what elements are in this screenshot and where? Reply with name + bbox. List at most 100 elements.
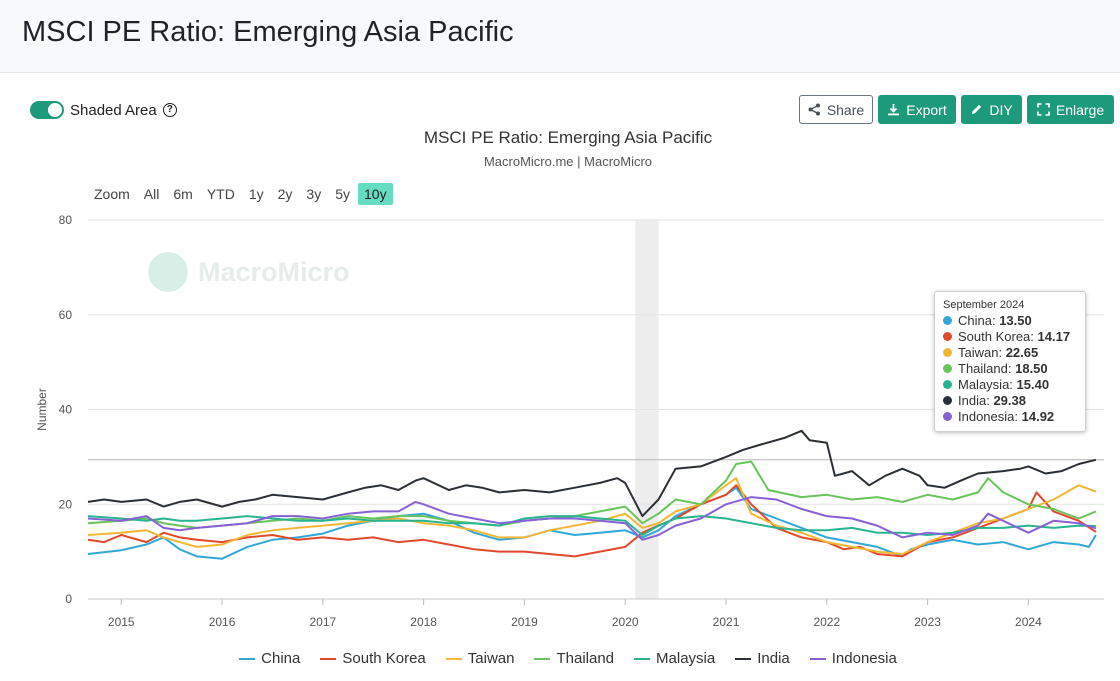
legend-label: Taiwan (467, 650, 515, 667)
y-tick-label: 40 (59, 403, 73, 417)
page-header: MSCI PE Ratio: Emerging Asia Pacific (0, 0, 1120, 73)
zoom-bar: Zoom All 6m YTD 1y 2y 3y 5y 10y (88, 183, 395, 205)
series-line-malaysia (87, 515, 1096, 536)
series-line-india (87, 429, 1097, 518)
tooltip-series-name: Malaysia (958, 377, 1010, 392)
tooltip-row: India: 29.38 (943, 393, 1077, 409)
legend-item-thailand[interactable]: Thailand (534, 650, 614, 667)
zoom-all[interactable]: All (143, 186, 160, 202)
legend-swatch-icon (809, 657, 826, 660)
x-tick-label: 2015 (108, 615, 135, 629)
tooltip-series-name: South Korea (958, 329, 1031, 344)
y-tick-label: 60 (59, 308, 73, 322)
tooltip-series-value: 29.38 (993, 393, 1026, 408)
watermark-logo-icon (148, 252, 188, 292)
x-tick-label: 2017 (309, 615, 336, 629)
series-dot-icon (943, 412, 952, 421)
chart-legend: China South Korea Taiwan Thailand Malays… (0, 650, 1120, 667)
export-button[interactable]: Export (878, 95, 956, 124)
legend-swatch-icon (534, 657, 551, 660)
legend-item-india[interactable]: India (735, 650, 790, 667)
tooltip-series-name: India (958, 393, 987, 408)
legend-swatch-icon (634, 657, 651, 660)
series-dot-icon (943, 364, 952, 373)
shaded-area-toggle[interactable] (30, 101, 64, 119)
legend-label: China (261, 650, 301, 667)
series-dot-icon (943, 332, 952, 341)
legend-item-malaysia[interactable]: Malaysia (634, 650, 715, 667)
legend-swatch-icon (735, 657, 752, 660)
tooltip-series-value: 15.40 (1016, 377, 1050, 392)
chart-title: MSCI PE Ratio: Emerging Asia Pacific (423, 128, 713, 147)
series-dot-icon (943, 396, 952, 405)
x-tick-label: 2024 (1015, 615, 1042, 629)
legend-swatch-icon (445, 657, 462, 660)
legend-swatch-icon (239, 657, 256, 660)
share-icon (808, 103, 820, 116)
zoom-ytd[interactable]: YTD (206, 186, 235, 202)
series-line-thailand (87, 460, 1097, 529)
tooltip-series-value: 14.92 (1021, 409, 1055, 424)
share-label: Share (826, 101, 865, 118)
tooltip-series-value: 18.50 (1015, 361, 1048, 376)
enlarge-button[interactable]: Enlarge (1027, 95, 1114, 124)
zoom-label: Zoom (94, 186, 130, 202)
series-line-china (87, 486, 1097, 560)
x-tick-label: 2020 (612, 615, 639, 629)
zoom-1y[interactable]: 1y (248, 186, 264, 202)
diy-button[interactable]: DIY (961, 95, 1022, 124)
toggle-knob (48, 103, 62, 117)
chart-tooltip: September 2024 China: 13.50 South Korea:… (934, 291, 1086, 432)
zoom-10y[interactable]: 10y (358, 183, 393, 205)
y-tick-label: 0 (65, 592, 72, 606)
legend-label: South Korea (342, 650, 426, 667)
zoom-3y[interactable]: 3y (306, 186, 322, 202)
legend-label: India (757, 650, 790, 667)
tooltip-series-name: Thailand (958, 361, 1008, 376)
tooltip-row: Taiwan: 22.65 (943, 345, 1077, 361)
tooltip-row: South Korea: 14.17 (943, 329, 1077, 345)
tooltip-row: Thailand: 18.50 (943, 361, 1077, 377)
tooltip-row: China: 13.50 (943, 313, 1077, 329)
zoom-2y[interactable]: 2y (277, 186, 293, 202)
tooltip-series-name: China (958, 313, 992, 328)
export-label: Export (906, 101, 947, 118)
shaded-area-label: Shaded Area (70, 101, 157, 119)
y-tick-label: 80 (59, 213, 73, 227)
tooltip-row: Malaysia: 15.40 (943, 377, 1077, 393)
watermark: MacroMicro (148, 252, 350, 292)
expand-icon (1037, 103, 1050, 116)
legend-swatch-icon (320, 657, 337, 660)
series-dot-icon (943, 348, 952, 357)
legend-item-indonesia[interactable]: Indonesia (809, 650, 897, 667)
tooltip-series-value: 22.65 (1005, 345, 1039, 360)
download-icon (888, 104, 900, 116)
zoom-6m[interactable]: 6m (173, 186, 193, 202)
question-circle-icon[interactable]: ? (162, 103, 177, 117)
tooltip-series-name: Taiwan (958, 345, 999, 360)
x-tick-label: 2022 (813, 615, 840, 629)
x-tick-label: 2021 (713, 615, 740, 629)
share-button[interactable]: Share (799, 95, 873, 124)
shaded-area-control: Shaded Area ? (30, 101, 177, 119)
page-title: MSCI PE Ratio: Emerging Asia Pacific (22, 16, 514, 48)
pencil-icon (972, 104, 982, 114)
legend-item-taiwan[interactable]: Taiwan (445, 650, 515, 667)
tooltip-series-value: 13.50 (999, 313, 1032, 328)
y-axis-label: Number (35, 388, 49, 431)
zoom-5y[interactable]: 5y (335, 186, 350, 202)
tooltip-date: September 2024 (943, 299, 1025, 311)
legend-item-china[interactable]: China (239, 650, 300, 667)
series-dot-icon (943, 316, 952, 325)
diy-label: DIY (989, 101, 1013, 118)
tooltip-series-name: Indonesia (958, 409, 1015, 424)
series-dot-icon (943, 380, 952, 389)
y-tick-label: 20 (59, 497, 73, 511)
x-tick-label: 2019 (511, 615, 538, 629)
legend-item-south-korea[interactable]: South Korea (320, 650, 426, 667)
tooltip-series-value: 14.17 (1037, 329, 1071, 344)
series-line-indonesia (87, 496, 1097, 541)
x-tick-label: 2023 (914, 615, 941, 629)
enlarge-label: Enlarge (1055, 101, 1105, 118)
